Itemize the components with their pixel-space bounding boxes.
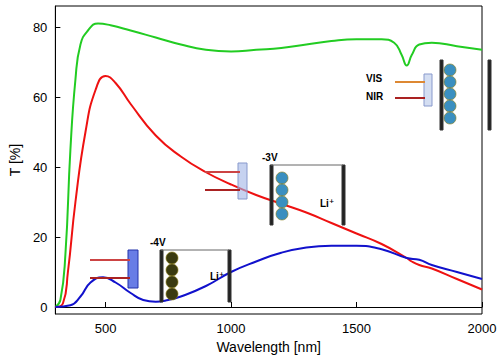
svg-text:NIR: NIR: [366, 91, 384, 102]
svg-text:500: 500: [95, 321, 117, 336]
svg-text:1000: 1000: [217, 321, 246, 336]
svg-text:VIS: VIS: [366, 73, 382, 84]
svg-text:1500: 1500: [342, 321, 371, 336]
svg-text:Li⁺: Li⁺: [210, 271, 224, 282]
svg-text:Wavelength [nm]: Wavelength [nm]: [216, 339, 321, 355]
svg-text:0: 0: [40, 300, 47, 315]
svg-text:-3V: -3V: [262, 152, 278, 163]
svg-text:20: 20: [33, 230, 47, 245]
svg-text:40: 40: [33, 160, 47, 175]
svg-text:2000: 2000: [468, 321, 497, 336]
svg-text:60: 60: [33, 90, 47, 105]
svg-text:Li⁺: Li⁺: [320, 198, 334, 209]
svg-text:80: 80: [33, 20, 47, 35]
svg-text:T [%]: T [%]: [7, 144, 23, 176]
svg-text:-4V: -4V: [150, 237, 166, 248]
